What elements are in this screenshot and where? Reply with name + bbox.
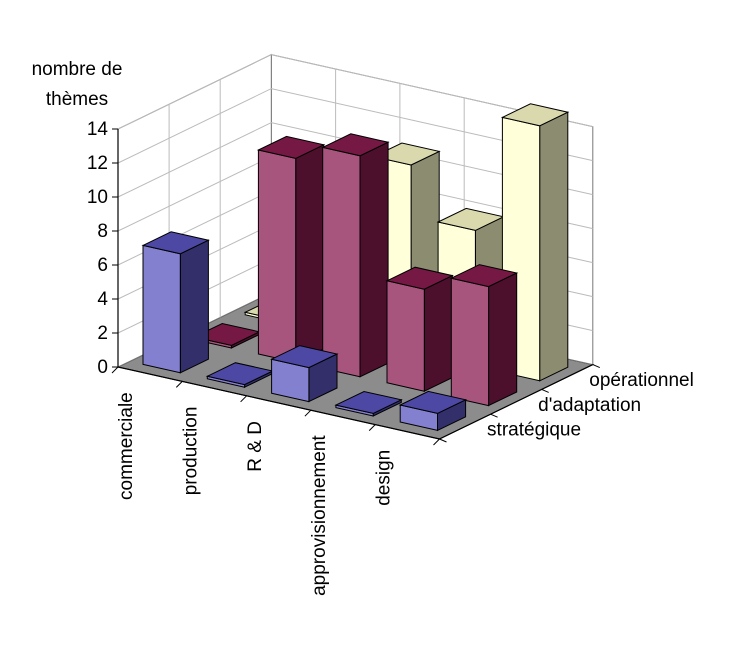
- y-tick-label: 4: [97, 289, 108, 310]
- series-label: opérationnel: [589, 370, 694, 391]
- bar: [321, 133, 390, 378]
- y-tick-label: 2: [97, 323, 108, 344]
- x-tick-label: design: [373, 450, 394, 506]
- y-tick-label: 14: [87, 119, 109, 140]
- x-axis: [117, 366, 440, 440]
- x-tick-label: production: [180, 407, 201, 496]
- x-tick-label: R & D: [245, 421, 266, 472]
- y-tick-label: 10: [87, 187, 108, 208]
- depth-axis: [439, 364, 594, 440]
- axes: [111, 128, 600, 446]
- labels: 0 2 4 6 8 10 12 14 commerciale production R & D app…: [32, 59, 694, 596]
- y-tick-label: 0: [97, 357, 108, 378]
- x-tick-label: approvisionnement: [309, 435, 330, 596]
- y-tick-label: 6: [97, 255, 108, 276]
- bar: [385, 266, 454, 392]
- series-label: stratégique: [487, 420, 581, 441]
- y-axis-title: nombre de: [32, 59, 123, 80]
- bar: [256, 135, 326, 364]
- bars: [141, 103, 570, 432]
- bar: [205, 362, 275, 388]
- bar: [141, 231, 210, 374]
- bar: [449, 264, 519, 407]
- x-tick-label: commerciale: [116, 392, 137, 500]
- bar: [270, 345, 339, 403]
- bar: [334, 390, 403, 417]
- series-label: d'adaptation: [538, 395, 641, 416]
- y-tick-label: 12: [87, 153, 108, 174]
- y-axis-title: thèmes: [46, 89, 108, 110]
- y-tick-label: 8: [97, 221, 108, 242]
- bar: [398, 390, 468, 432]
